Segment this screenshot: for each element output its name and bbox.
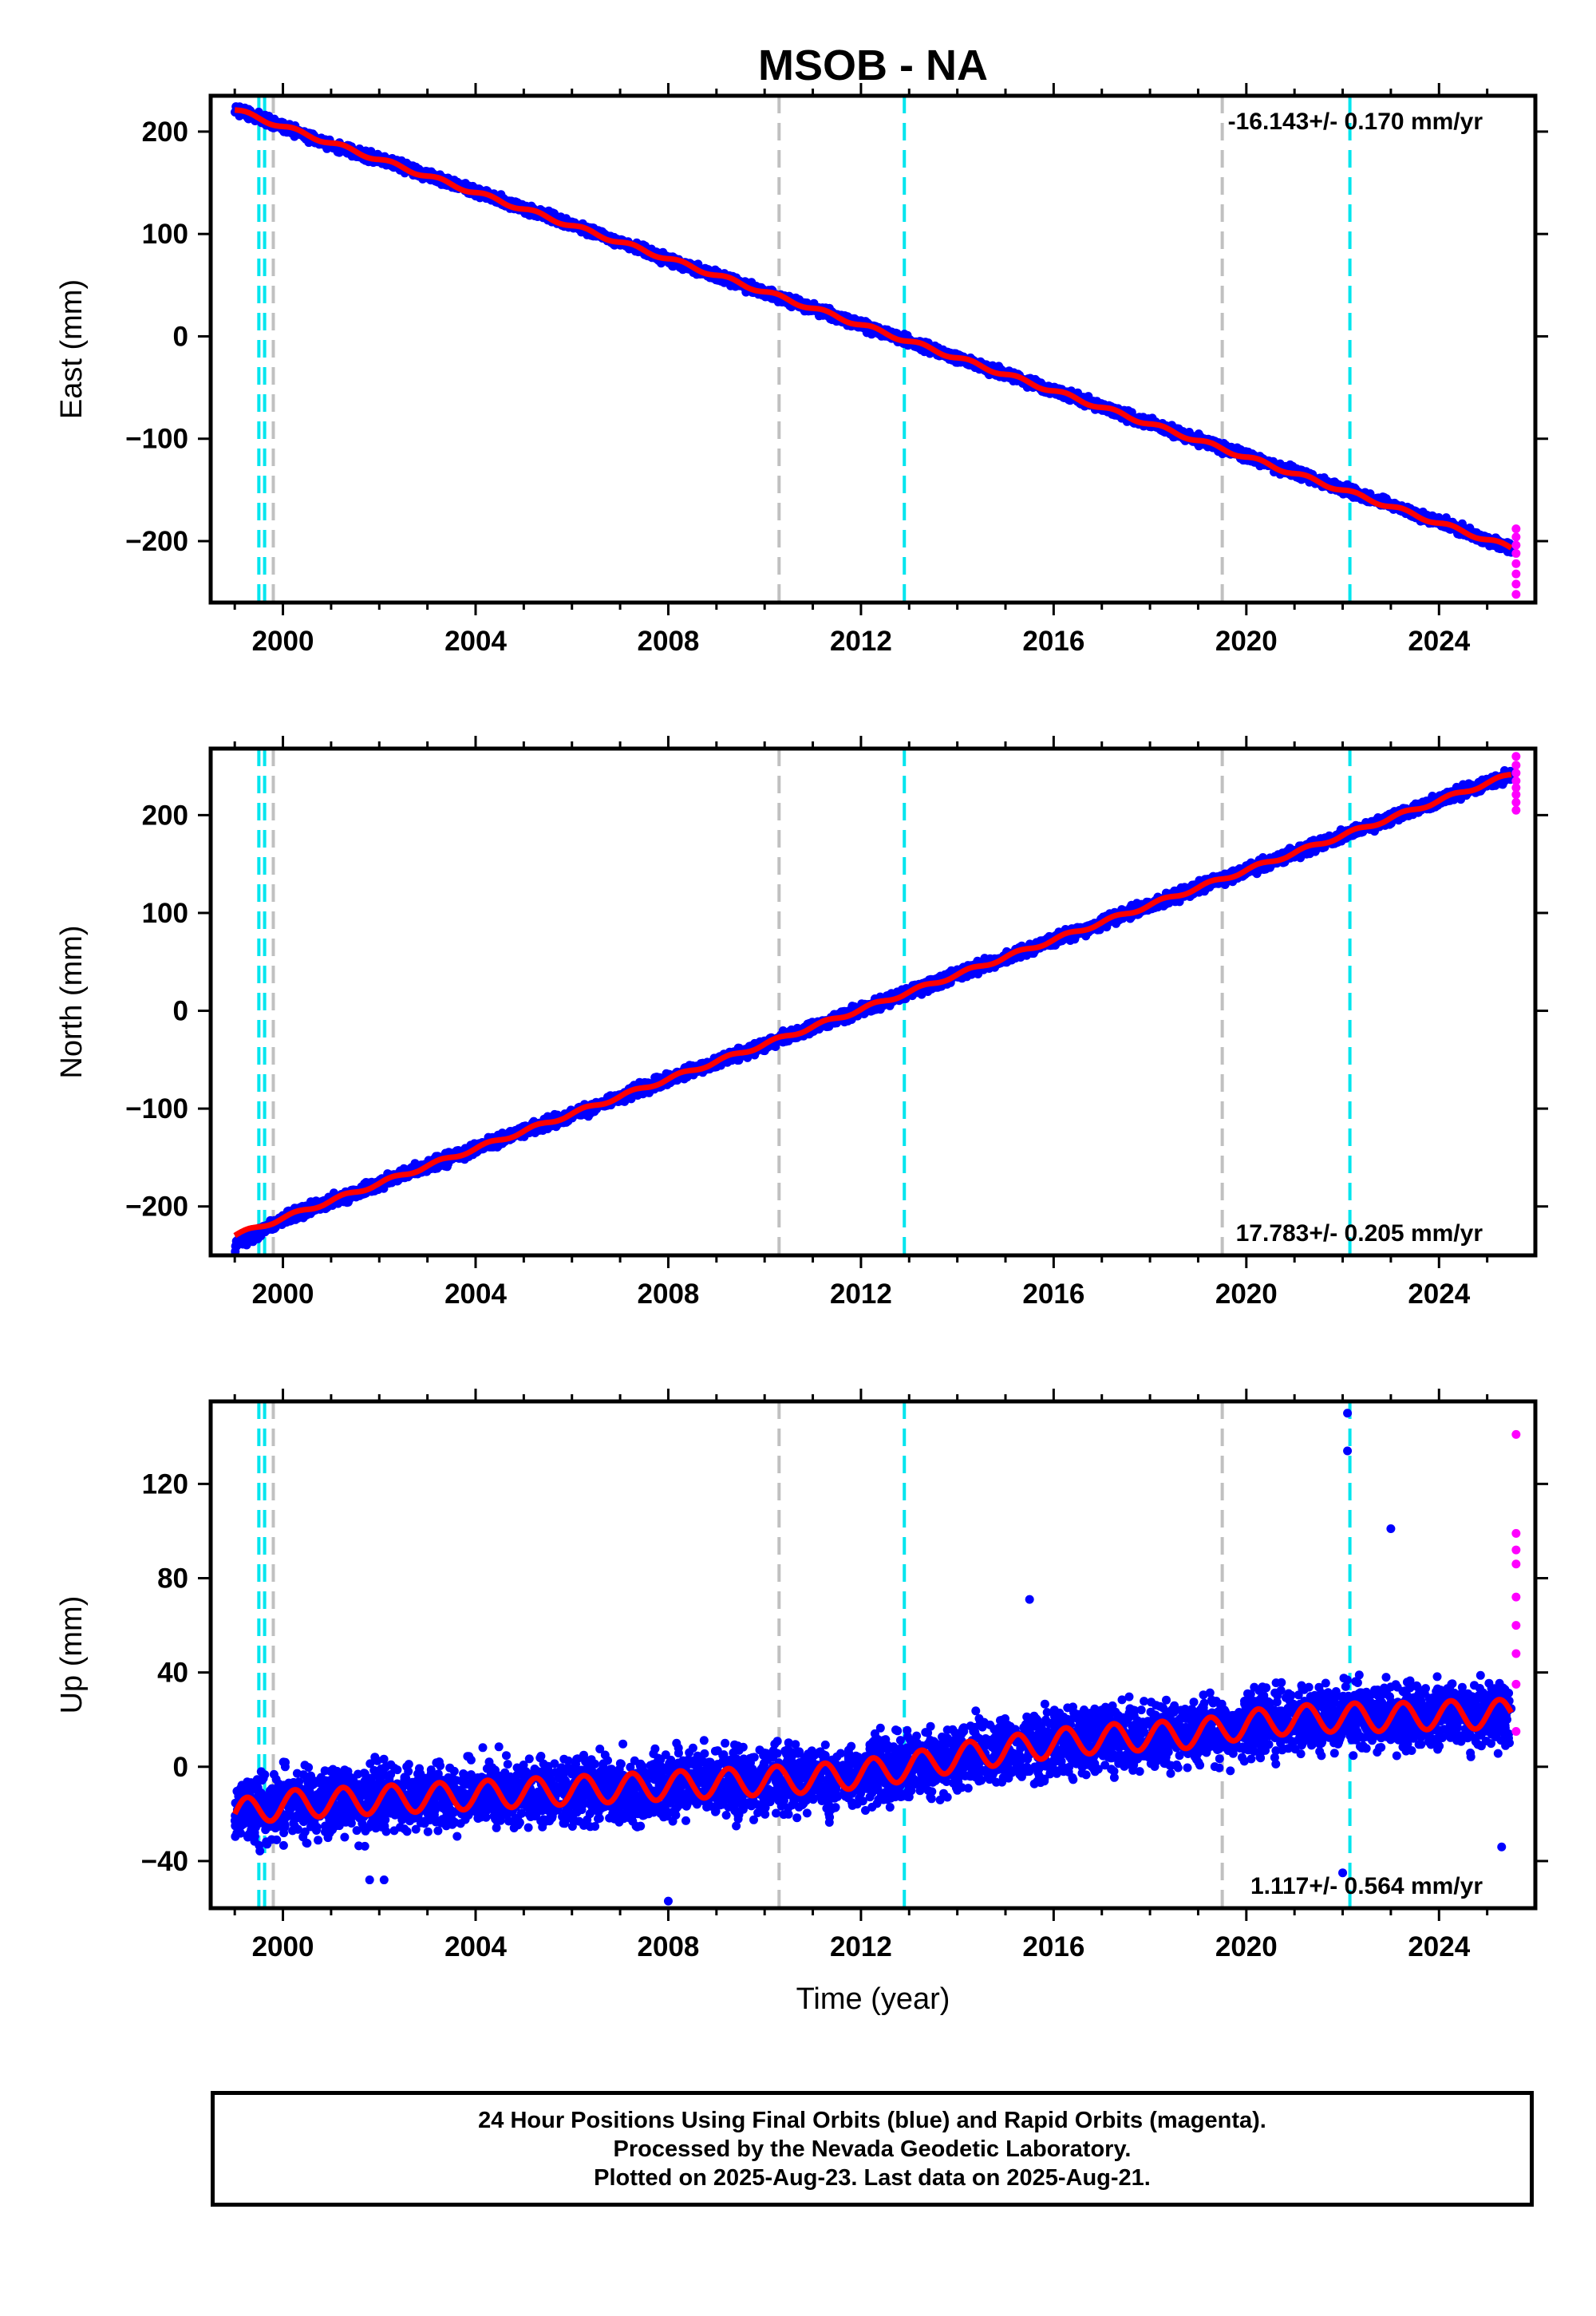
y-tick-label: −200 xyxy=(125,526,188,557)
x-tick-label: 2004 xyxy=(444,626,507,657)
y-tick-label: −100 xyxy=(125,424,188,455)
x-tick-label: 2016 xyxy=(1022,626,1084,657)
final-orbit-points xyxy=(231,766,1516,1255)
rapid-orbit-point xyxy=(1511,540,1521,550)
plot-area xyxy=(231,96,1521,603)
x-tick-label: 2024 xyxy=(1408,626,1470,657)
rapid-orbit-point xyxy=(1511,579,1521,589)
model-fit-line xyxy=(234,107,1513,551)
rapid-orbit-point xyxy=(1511,590,1521,599)
rapid-orbit-point xyxy=(1511,524,1521,534)
data-point xyxy=(343,1197,353,1207)
rapid-orbit-point xyxy=(1511,569,1521,579)
panel-east: 2000 2004 2008 2012 2016 2020 2024 −200 −100 0 100… xyxy=(55,41,1548,657)
plot-area xyxy=(231,749,1521,1255)
data-point xyxy=(433,1164,442,1173)
y-tick-label: 0 xyxy=(173,321,188,352)
rapid-orbit-point xyxy=(1511,559,1521,568)
x-tick-label: 2008 xyxy=(638,626,700,657)
y-tick-label: 100 xyxy=(142,219,188,250)
data-point xyxy=(231,1242,240,1251)
y-axis-title: East (mm) xyxy=(55,279,89,419)
rapid-orbit-point xyxy=(1511,532,1521,542)
data-point xyxy=(239,1234,249,1243)
data-point xyxy=(727,281,737,290)
velocity-label: -16.143+/- 0.170 mm/yr xyxy=(1228,109,1483,135)
rapid-orbit-point xyxy=(1511,548,1521,558)
x-tick-label: 2020 xyxy=(1215,626,1278,657)
chart-title: MSOB - NA xyxy=(758,41,988,89)
x-tick-label: 2000 xyxy=(252,626,314,657)
data-point xyxy=(1084,392,1093,401)
y-tick-label: 200 xyxy=(142,117,188,148)
panel-north: 2000 2004 2008 2012 2016 2020 2024−200−1000100… xyxy=(55,736,1548,1310)
x-tick-label: 2012 xyxy=(830,626,892,657)
